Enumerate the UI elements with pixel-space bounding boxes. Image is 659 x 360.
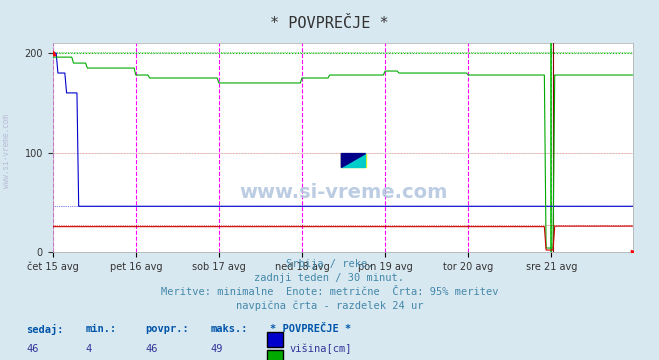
Text: 46: 46 <box>145 344 158 354</box>
Polygon shape <box>341 154 366 167</box>
Text: www.si-vreme.com: www.si-vreme.com <box>239 183 447 202</box>
Text: 4: 4 <box>86 344 92 354</box>
Text: 49: 49 <box>211 344 223 354</box>
Text: maks.:: maks.: <box>211 324 248 334</box>
Polygon shape <box>341 154 366 167</box>
Text: 46: 46 <box>26 344 39 354</box>
Text: * POVPREČJE *: * POVPREČJE * <box>270 16 389 31</box>
Text: min.:: min.: <box>86 324 117 334</box>
Text: povpr.:: povpr.: <box>145 324 188 334</box>
Text: www.si-vreme.com: www.si-vreme.com <box>2 114 11 188</box>
Text: * POVPREČJE *: * POVPREČJE * <box>270 324 351 334</box>
Bar <box>341 154 366 167</box>
Text: navpična črta - razdelek 24 ur: navpična črta - razdelek 24 ur <box>236 300 423 311</box>
Text: Meritve: minimalne  Enote: metrične  Črta: 95% meritev: Meritve: minimalne Enote: metrične Črta:… <box>161 287 498 297</box>
Text: Srbija / reke.: Srbija / reke. <box>286 259 373 269</box>
Text: višina[cm]: višina[cm] <box>290 344 353 354</box>
Text: zadnji teden / 30 minut.: zadnji teden / 30 minut. <box>254 273 405 283</box>
Text: sedaj:: sedaj: <box>26 324 64 335</box>
